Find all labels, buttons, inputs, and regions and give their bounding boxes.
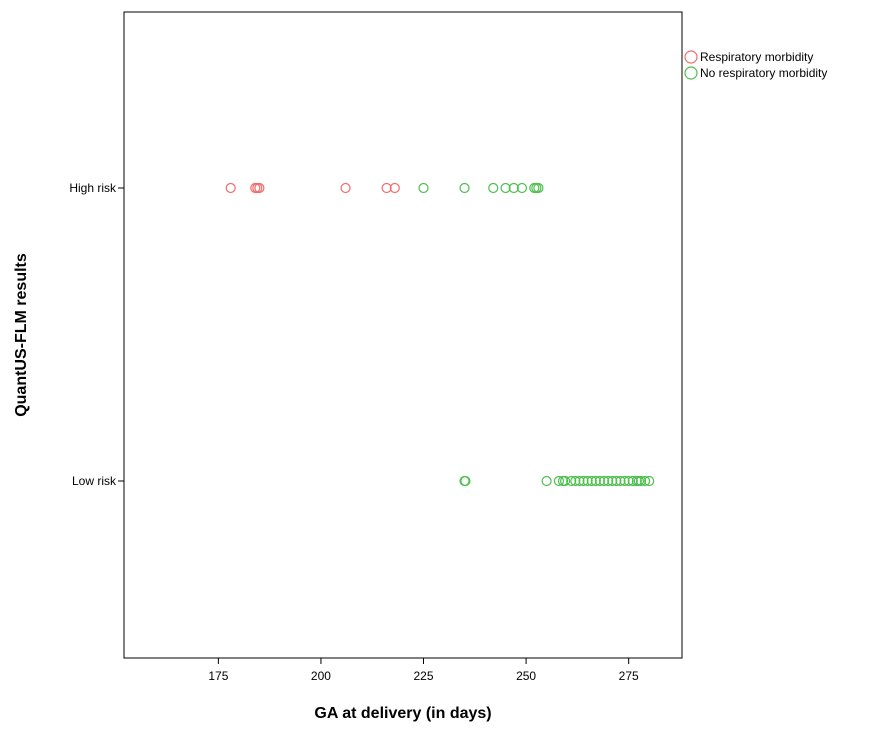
x-axis-title: GA at delivery (in days) bbox=[314, 705, 491, 722]
data-point-s1-34 bbox=[639, 475, 651, 487]
data-point-s1-19 bbox=[582, 475, 593, 487]
data-point-s1-30 bbox=[627, 475, 638, 487]
data-point-s1-16 bbox=[570, 475, 581, 487]
y-axis: High risk Low risk bbox=[69, 181, 124, 488]
data-point-s1-26 bbox=[611, 475, 622, 487]
data-point-s1-28 bbox=[619, 475, 630, 487]
data-point-s1-27 bbox=[615, 475, 626, 487]
x-tick-label-200: 200 bbox=[311, 669, 331, 683]
data-point-s1-17 bbox=[574, 475, 585, 487]
data-point-s1-15 bbox=[566, 475, 577, 487]
data-point-s1-12 bbox=[553, 475, 565, 487]
plot-area-frame bbox=[123, 11, 683, 659]
data-point-s1-3 bbox=[500, 182, 511, 194]
data-point-s0-0 bbox=[225, 182, 236, 194]
y-tick-label-high-risk: High risk bbox=[69, 181, 117, 195]
data-point-s0-5 bbox=[381, 182, 392, 194]
x-tick-label-175: 175 bbox=[208, 669, 228, 683]
data-point-s1-18 bbox=[578, 475, 589, 487]
data-point-s1-35 bbox=[644, 475, 655, 487]
data-point-s0-4 bbox=[340, 182, 351, 194]
legend-marker-1 bbox=[684, 66, 698, 80]
y-axis-title: QuantUS-FLM results bbox=[13, 253, 30, 417]
data-point-s1-14 bbox=[559, 475, 571, 487]
data-point-s1-8 bbox=[533, 182, 544, 194]
legend-marker-0 bbox=[684, 50, 698, 64]
data-point-s1-2 bbox=[488, 182, 499, 194]
x-tick-label-225: 225 bbox=[413, 669, 433, 683]
y-tick-label-low-risk: Low risk bbox=[72, 474, 117, 488]
data-point-s1-5 bbox=[516, 182, 528, 194]
legend-label-0: Respiratory morbidity bbox=[700, 50, 813, 64]
data-point-s1-33 bbox=[635, 475, 647, 487]
data-point-s1-0 bbox=[418, 182, 429, 194]
legend: Respiratory morbidity No respiratory morb… bbox=[684, 50, 827, 80]
data-point-s1-1 bbox=[459, 182, 470, 194]
data-point-s1-29 bbox=[623, 475, 634, 487]
data-point-s1-10 bbox=[460, 475, 471, 487]
data-point-s1-25 bbox=[607, 475, 618, 487]
x-tick-label-250: 250 bbox=[516, 669, 536, 683]
x-axis: 175 200 225 250 275 bbox=[208, 658, 639, 683]
data-point-s1-22 bbox=[594, 475, 606, 487]
data-point-s0-3 bbox=[254, 182, 265, 194]
data-markers bbox=[225, 182, 655, 487]
data-point-s0-6 bbox=[389, 182, 400, 194]
data-point-s1-11 bbox=[541, 475, 552, 487]
x-tick-label-275: 275 bbox=[619, 669, 639, 683]
legend-label-1: No respiratory morbidity bbox=[700, 66, 827, 80]
data-point-s1-4 bbox=[508, 182, 519, 194]
data-point-s1-24 bbox=[603, 475, 614, 487]
data-point-s1-20 bbox=[586, 475, 597, 487]
data-point-s1-21 bbox=[590, 475, 601, 487]
data-point-s1-23 bbox=[598, 475, 610, 487]
